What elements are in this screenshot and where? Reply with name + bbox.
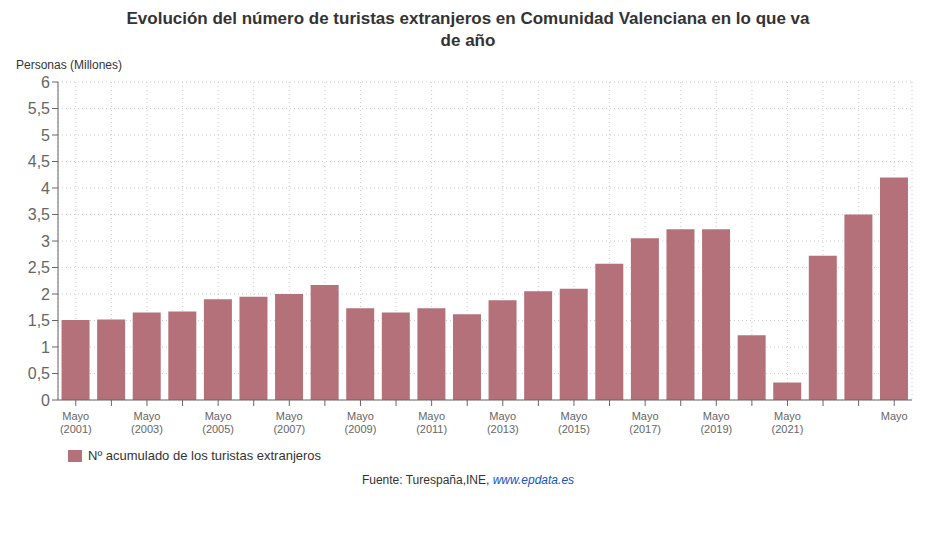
- html-text:de año: de año: [440, 31, 496, 50]
- html-text:Nº acumulado de los turistas e: Nº acumulado de los turistas extranjeros: [88, 448, 322, 463]
- svg-text:Mayo(2017): Mayo(2017): [629, 410, 661, 435]
- svg-text:Mayo(2005): Mayo(2005): [202, 410, 234, 435]
- svg-text:Mayo(2015): Mayo(2015): [558, 410, 590, 435]
- svg-text:Mayo(2013): Mayo(2013): [487, 410, 519, 435]
- html-text:Evolución del número de turist: Evolución del número de turistas extranj…: [126, 9, 810, 28]
- svg-text:1,5: 1,5: [28, 312, 50, 329]
- svg-text:2: 2: [41, 286, 50, 303]
- svg-text:4: 4: [41, 180, 50, 197]
- svg-text:2,5: 2,5: [28, 259, 50, 276]
- svg-text:Mayo(2001): Mayo(2001): [60, 410, 92, 435]
- svg-text:Mayo(2011): Mayo(2011): [416, 410, 447, 435]
- svg-text:3: 3: [41, 233, 50, 250]
- svg-text:Mayo(2007): Mayo(2007): [273, 410, 305, 435]
- svg-text:Mayo(2021): Mayo(2021): [772, 410, 804, 435]
- svg-text:5: 5: [41, 127, 50, 144]
- html-text:Personas (Millones): Personas (Millones): [16, 58, 122, 72]
- svg-text:4,5: 4,5: [28, 153, 50, 170]
- svg-text:1: 1: [41, 339, 50, 356]
- svg-text:Mayo(2003): Mayo(2003): [131, 410, 163, 435]
- html-text:Fuente: Turespaña,INE, www.epd: Fuente: Turespaña,INE, www.epdata.es: [361, 473, 575, 487]
- svg-text:0: 0: [41, 392, 50, 409]
- svg-text:6: 6: [41, 74, 50, 91]
- svg-text:Mayo(2009): Mayo(2009): [345, 410, 377, 435]
- svg-text:3,5: 3,5: [28, 206, 50, 223]
- svg-text:Mayo(2019): Mayo(2019): [700, 410, 732, 435]
- svg-text:0,5: 0,5: [28, 365, 50, 382]
- svg-text:Mayo: Mayo: [881, 410, 908, 422]
- svg-text:5,5: 5,5: [28, 100, 50, 117]
